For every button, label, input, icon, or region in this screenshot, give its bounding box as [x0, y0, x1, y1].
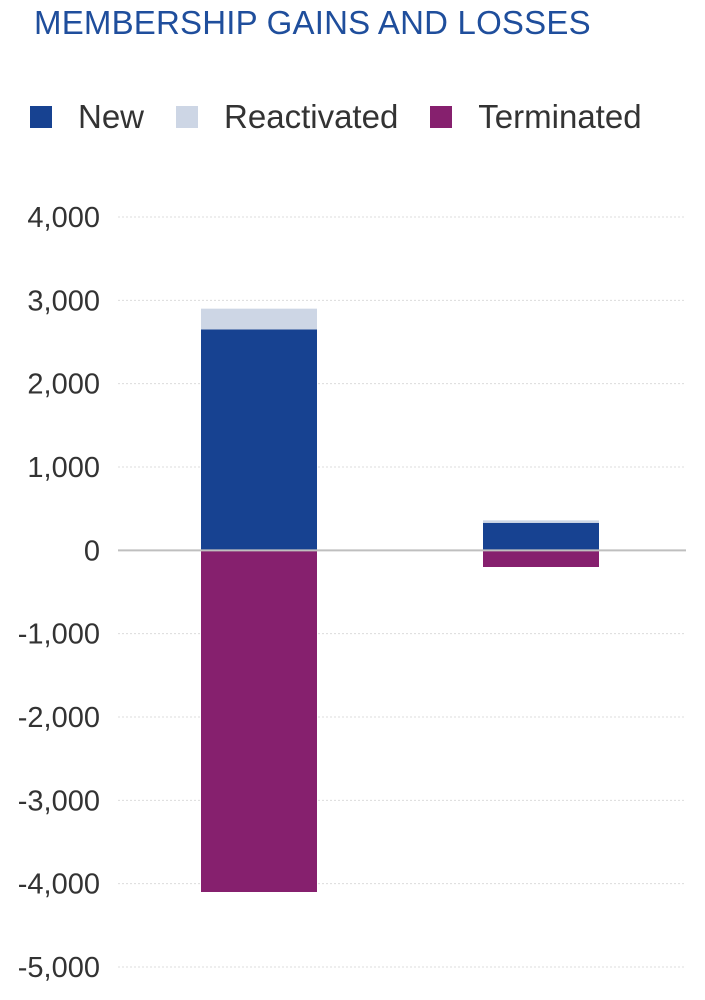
- legend-swatch-new: [30, 106, 52, 128]
- y-tick-label: 4,000: [27, 202, 100, 234]
- y-tick-label: 2,000: [27, 369, 100, 401]
- bar-reactivated-2: [483, 520, 599, 523]
- legend-swatch-terminated: [430, 106, 453, 128]
- bar-new-1: [201, 329, 317, 551]
- y-tick-label: 1,000: [27, 452, 100, 484]
- y-tick-label: -4,000: [18, 869, 100, 901]
- y-tick-label: -1,000: [18, 619, 100, 651]
- legend-swatch-reactivated: [176, 106, 199, 128]
- gridlines: [118, 216, 686, 968]
- y-axis-tick-labels: 4,000 3,000 2,000 1,000 0 -1,000 -2,000 -3,000 -…: [18, 202, 100, 984]
- bars: [201, 308, 599, 892]
- legend-label-terminated: Terminated: [478, 98, 642, 135]
- bar-terminated-1: [201, 550, 317, 892]
- legend-item-reactivated: Reactivated: [176, 98, 398, 136]
- legend-item-new: New: [30, 98, 144, 136]
- legend-item-terminated: Terminated: [430, 98, 642, 136]
- legend-label-reactivated: Reactivated: [224, 98, 399, 135]
- bar-reactivated-1: [201, 308, 317, 330]
- y-tick-label: -5,000: [18, 952, 100, 984]
- y-tick-label: -3,000: [18, 785, 100, 817]
- y-tick-label: 0: [84, 535, 100, 567]
- y-tick-label: 3,000: [27, 285, 100, 317]
- y-tick-label: -2,000: [18, 702, 100, 734]
- legend-label-new: New: [78, 98, 145, 135]
- chart-title: MEMBERSHIP GAINS AND LOSSES: [34, 4, 591, 41]
- legend: New Reactivated Terminated: [30, 98, 642, 136]
- bar-terminated-2: [483, 550, 599, 567]
- bar-new-2: [483, 522, 599, 551]
